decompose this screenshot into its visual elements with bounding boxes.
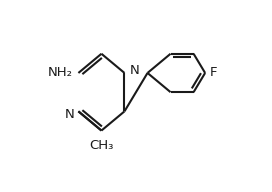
Text: N: N xyxy=(65,108,75,121)
Text: CH₃: CH₃ xyxy=(89,139,114,152)
Text: NH₂: NH₂ xyxy=(48,66,73,79)
Text: N: N xyxy=(129,64,139,77)
Text: F: F xyxy=(210,66,217,79)
